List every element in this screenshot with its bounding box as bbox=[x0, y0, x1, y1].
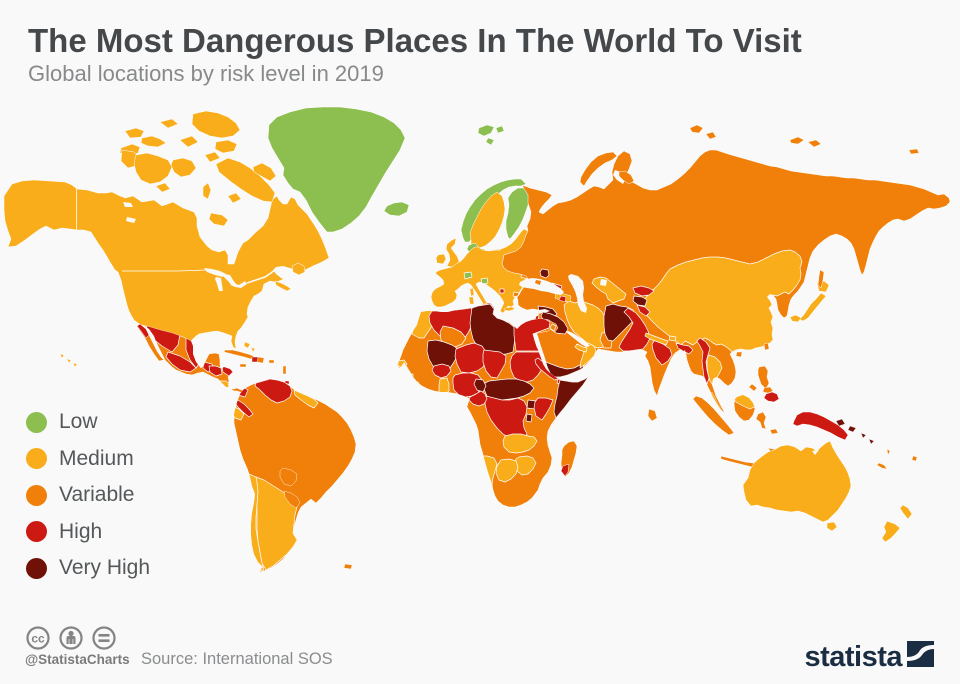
svg-text:cc: cc bbox=[31, 632, 45, 646]
